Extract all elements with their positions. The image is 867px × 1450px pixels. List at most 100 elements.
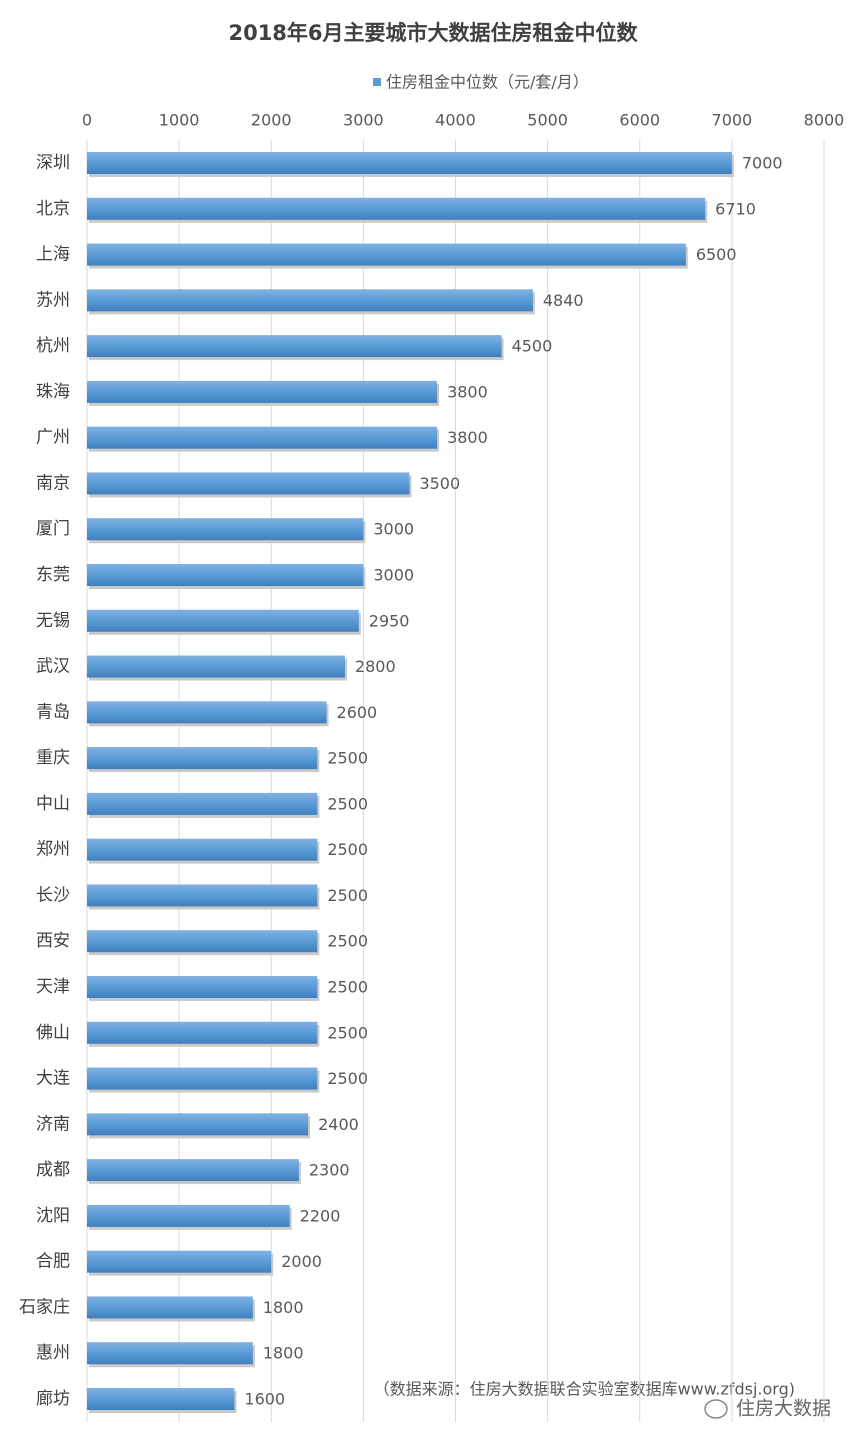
bar: [87, 976, 318, 998]
y-tick-label: 南京: [36, 473, 70, 493]
y-tick-label: 苏州: [36, 290, 70, 310]
bar: [87, 380, 438, 403]
y-tick-label: 长沙: [36, 885, 70, 905]
data-label: 6710: [715, 199, 756, 218]
data-label: 2300: [309, 1161, 350, 1180]
y-tick-label: 武汉: [36, 657, 70, 677]
legend-swatch: [373, 78, 381, 86]
y-tick-label: 青岛: [36, 702, 70, 722]
y-tick-label: 厦门: [36, 519, 70, 539]
data-label: 3500: [419, 474, 460, 493]
x-tick-label: 8000: [804, 111, 845, 130]
watermark-icon: [704, 1399, 728, 1419]
data-label: 4840: [543, 291, 584, 310]
bar: [87, 1113, 309, 1136]
bar: [87, 518, 364, 541]
y-tick-label: 深圳: [36, 153, 70, 173]
data-label: 2500: [327, 886, 368, 905]
data-label: 3800: [447, 382, 488, 401]
bar: [87, 472, 410, 495]
y-tick-label: 东莞: [36, 565, 70, 585]
data-label: 3000: [373, 566, 414, 585]
data-label: 2000: [281, 1252, 322, 1271]
data-label: 4500: [512, 337, 553, 356]
y-tick-label: 沈阳: [36, 1206, 70, 1226]
y-tick-label: 广州: [36, 428, 70, 448]
bar: [87, 838, 318, 861]
chart-title: 2018年6月主要城市大数据住房租金中位数: [228, 21, 638, 45]
bar: [87, 289, 533, 312]
watermark: 住房大数据: [704, 1398, 831, 1420]
x-tick-label: 1000: [159, 111, 200, 130]
data-label: 1800: [263, 1298, 304, 1317]
y-tick-label: 大连: [36, 1069, 70, 1089]
bar: [87, 884, 318, 907]
bar: [87, 609, 359, 632]
data-label: 2600: [337, 703, 378, 722]
watermark-text: 住房大数据: [736, 1398, 831, 1420]
y-tick-label: 杭州: [36, 336, 70, 356]
data-label: 3000: [373, 520, 414, 539]
y-tick-label: 上海: [36, 245, 70, 265]
data-label: 3800: [447, 428, 488, 447]
data-label: 2950: [369, 611, 410, 630]
data-label: 2500: [327, 1023, 368, 1042]
bar: [87, 564, 364, 586]
data-label: 7000: [742, 154, 783, 173]
bar: [87, 792, 318, 815]
x-tick-label: 3000: [343, 111, 384, 130]
bar: [87, 930, 318, 953]
bar: [87, 1204, 290, 1227]
bar: [87, 426, 438, 449]
data-label: 2800: [355, 657, 396, 676]
legend-label: 住房租金中位数（元/套/月）: [386, 73, 589, 92]
bar: [87, 1250, 272, 1273]
y-tick-label: 重庆: [36, 748, 70, 768]
y-tick-label: 中山: [36, 794, 70, 814]
bar: [87, 1159, 299, 1182]
data-label: 6500: [696, 245, 737, 264]
y-tick-label: 石家庄: [19, 1297, 70, 1317]
data-label: 2500: [327, 932, 368, 951]
y-tick-label: 廊坊: [36, 1389, 70, 1409]
bar: [87, 701, 327, 724]
data-label: 2500: [327, 840, 368, 859]
bar: [87, 747, 318, 770]
data-label: 1800: [263, 1344, 304, 1363]
y-tick-label: 成都: [36, 1160, 70, 1180]
x-tick-label: 5000: [527, 111, 568, 130]
bar: [87, 335, 502, 358]
x-tick-label: 7000: [712, 111, 753, 130]
data-label: 2400: [318, 1115, 359, 1134]
y-tick-label: 北京: [36, 199, 70, 219]
source-note: （数据来源：住房大数据联合实验室数据库www.zfdsj.org): [374, 1380, 795, 1399]
y-tick-label: 合肥: [36, 1252, 70, 1272]
data-label: 2500: [327, 794, 368, 813]
y-tick-label: 郑州: [36, 840, 70, 860]
bar: [87, 1296, 253, 1319]
x-tick-label: 4000: [435, 111, 476, 130]
data-label: 2200: [300, 1206, 341, 1225]
legend: 住房租金中位数（元/套/月）: [373, 73, 589, 92]
y-tick-label: 济南: [36, 1114, 70, 1134]
y-tick-label: 天津: [36, 977, 70, 997]
bar: [87, 655, 345, 678]
x-tick-label: 2000: [251, 111, 292, 130]
y-tick-label: 珠海: [36, 382, 70, 402]
x-tick-label: 6000: [619, 111, 660, 130]
bar: [87, 1388, 235, 1410]
bar: [87, 152, 732, 174]
y-tick-label: 佛山: [36, 1023, 70, 1043]
bar: [87, 1021, 318, 1044]
data-label: 2500: [327, 749, 368, 768]
y-tick-label: 西安: [36, 931, 70, 951]
bar: [87, 243, 686, 266]
data-label: 2500: [327, 978, 368, 997]
bar: [87, 1067, 318, 1090]
x-tick-label: 0: [82, 111, 92, 130]
data-label: 2500: [327, 1069, 368, 1088]
bar: [87, 1342, 253, 1365]
y-tick-label: 惠州: [36, 1343, 70, 1363]
y-tick-label: 无锡: [36, 611, 70, 631]
